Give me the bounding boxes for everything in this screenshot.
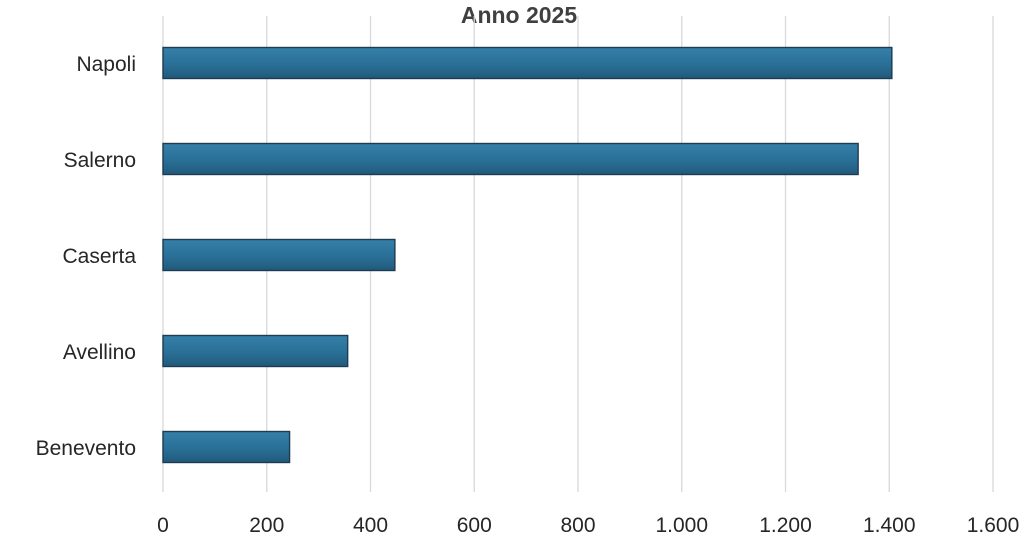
bar-avellino	[162, 334, 349, 368]
x-tick-label: 600	[457, 514, 492, 537]
x-axis-tick-labels: 0 200 400 600 800 1.000 1.200 1.400 1.600	[157, 514, 1019, 537]
bars	[162, 46, 893, 464]
category-label-caserta: Caserta	[62, 245, 136, 268]
x-tick-label: 1.600	[967, 514, 1020, 537]
x-tick-label: 1.000	[655, 514, 708, 537]
category-label-avellino: Avellino	[63, 341, 136, 364]
x-tick-label: 1.200	[759, 514, 812, 537]
gridlines	[162, 16, 994, 492]
bar-benevento	[162, 430, 291, 464]
x-tick-label: 200	[249, 514, 284, 537]
bar-caserta	[162, 238, 396, 272]
x-tick-label: 800	[560, 514, 595, 537]
bar-napoli	[162, 46, 893, 80]
category-label-salerno: Salerno	[64, 149, 136, 172]
x-tick-label: 400	[353, 514, 388, 537]
x-tick-label: 0	[157, 514, 169, 537]
category-label-benevento: Benevento	[36, 437, 136, 460]
category-label-napoli: Napoli	[76, 53, 136, 76]
bar-salerno	[162, 142, 859, 176]
chart-title: Anno 2025	[461, 2, 578, 28]
category-labels: Napoli Salerno Caserta Avellino Benevento	[36, 53, 137, 460]
x-tick-label: 1.400	[863, 514, 916, 537]
